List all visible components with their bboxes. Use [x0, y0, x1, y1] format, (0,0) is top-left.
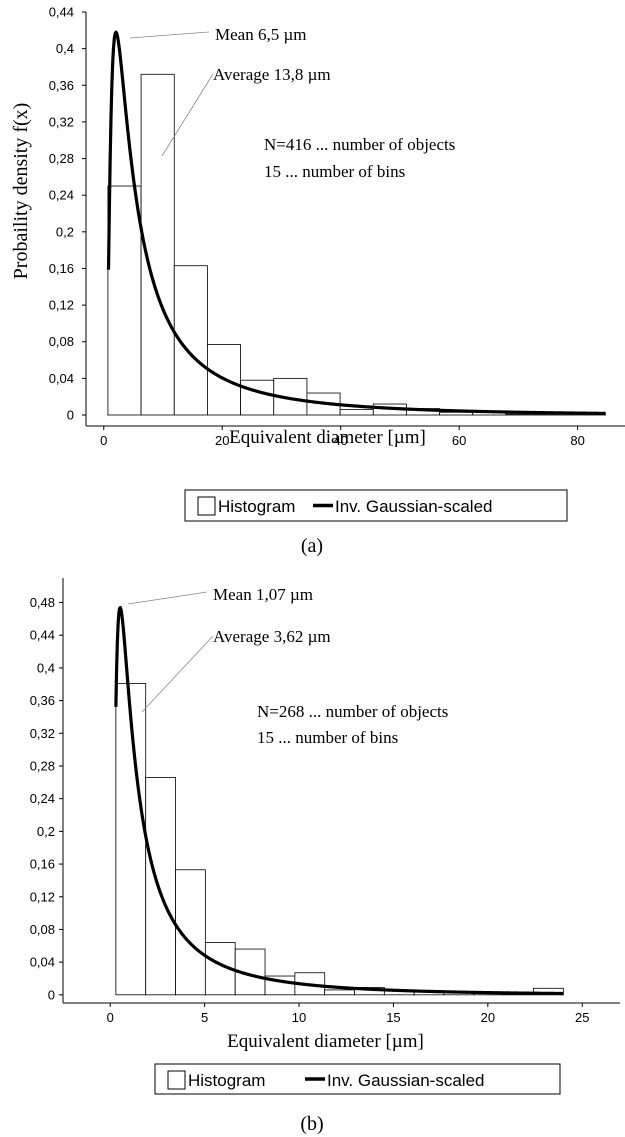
y-tick-label: 0,28 [49, 151, 74, 166]
y-tick-label: 0,08 [30, 922, 55, 937]
legend-histogram-label: Histogram [188, 1071, 265, 1090]
x-tick-label: 5 [201, 1010, 208, 1025]
y-tick-label: 0,4 [37, 660, 55, 675]
bin-count-annotation: 15 ... number of bins [264, 162, 405, 181]
y-axis-label: Probaility density f(x) [10, 103, 32, 280]
histogram-bar [324, 989, 355, 996]
legend: Histogram Inv. Gaussian-scaled [184, 489, 568, 522]
legend-curve-label: Inv. Gaussian-scaled [327, 1071, 484, 1090]
y-tick-label: 0,36 [30, 693, 55, 708]
x-axis-label: Equivalent diameter [µm] [229, 427, 426, 448]
y-tick-label: 0,2 [37, 824, 55, 839]
y-tick-label: 0,24 [49, 188, 74, 203]
y-tick-label: 0,32 [49, 114, 74, 129]
x-tick-label: 0 [107, 1010, 114, 1025]
average-annotation: Average 3,62 µm [213, 627, 331, 646]
y-tick-label: 0,28 [30, 758, 55, 773]
panel-label: (b) [300, 1113, 323, 1135]
mean-leader-line [127, 591, 208, 605]
chart-panel-b: 0 0,04 0,08 0,12 0,16 0,2 0,24 0,28 0,32 0,36 0,4 0… [30, 578, 620, 1135]
inv-gaussian-curve [114, 605, 565, 996]
mean-annotation: Mean 1,07 µm [213, 585, 313, 604]
x-axis-label: Equivalent diameter [µm] [227, 1031, 424, 1052]
y-tick-label: 0,44 [30, 628, 55, 643]
histogram-bar [234, 948, 266, 996]
average-annotation: Average 13,8 µm [213, 65, 331, 84]
histogram-bar [240, 379, 275, 416]
histogram-bar [140, 73, 175, 416]
y-tick-label: 0 [48, 987, 55, 1002]
average-leader-line [161, 73, 214, 157]
y-tick-label: 0,4 [56, 41, 74, 56]
x-tick-label: 25 [575, 1010, 589, 1025]
y-tick-label: 0,12 [49, 298, 74, 313]
x-tick-label: 15 [386, 1010, 400, 1025]
histogram-bar [115, 683, 147, 996]
x-tick-label: 40 [333, 433, 347, 448]
average-leader-line [141, 635, 214, 713]
x-tick-label: 80 [570, 433, 584, 448]
y-tick-label: 0,16 [30, 857, 55, 872]
histogram-bar [107, 185, 142, 416]
legend-histogram-swatch [167, 1070, 186, 1090]
histogram-bar [145, 777, 176, 996]
x-tick-label: 20 [481, 1010, 495, 1025]
histogram-bar [339, 409, 374, 416]
y-tick-label: 0,32 [30, 726, 55, 741]
y-tick-label: 0,12 [30, 889, 55, 904]
y-tick-label: 0,48 [30, 595, 55, 610]
inv-gaussian-curve [106, 30, 607, 415]
y-tick-label: 0,08 [49, 334, 74, 349]
y-tick-label: 0,04 [49, 371, 74, 386]
legend-histogram-swatch [197, 496, 216, 516]
legend: Histogram Inv. Gaussian-scaled [154, 1063, 561, 1095]
legend-box [184, 489, 568, 522]
y-tick-label: 0,44 [49, 5, 74, 20]
x-tick-label: 60 [452, 433, 466, 448]
y-tick-label: 0,36 [49, 78, 74, 93]
histogram-bar [505, 413, 540, 416]
object-count-annotation: N=416 ... number of objects [264, 135, 455, 154]
object-count-annotation: N=268 ... number of objects [257, 702, 448, 721]
y-tick-label: 0,2 [56, 224, 74, 239]
chart-panel-a: 0 0,04 0,08 0,12 0,16 0,2 0,24 0,28 0,32 0,36 0,4 0… [10, 5, 625, 557]
legend-histogram-label: Histogram [218, 497, 295, 516]
y-tick-label: 0,16 [49, 261, 74, 276]
bin-count-annotation: 15 ... number of bins [257, 728, 398, 747]
x-tick-label: 10 [292, 1010, 306, 1025]
mean-annotation: Mean 6,5 µm [215, 25, 306, 44]
x-tick-label: 20 [215, 433, 229, 448]
legend-curve-label: Inv. Gaussian-scaled [335, 497, 492, 516]
y-tick-label: 0 [67, 408, 74, 423]
mean-leader-line [129, 31, 210, 39]
y-tick-label: 0,04 [30, 955, 55, 970]
legend-box [154, 1063, 561, 1095]
panel-label: (a) [301, 535, 323, 557]
x-tick-label: 0 [100, 433, 107, 448]
y-tick-label: 0,24 [30, 791, 55, 806]
